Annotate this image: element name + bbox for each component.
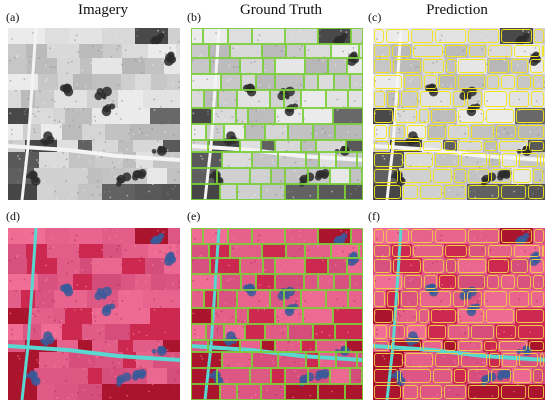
column-title-prediction: Prediction [426,2,488,18]
panel-c-prediction-grayscale [373,28,545,200]
panel-f-prediction-false-color [373,228,545,400]
panel-d-imagery-false-color [8,228,180,400]
panel-a-imagery-grayscale [8,28,180,200]
panel-image [191,28,363,200]
panel-label-c: (c) [368,10,382,24]
panel-label-a: (a) [6,10,20,24]
panel-label-d: (d) [6,209,20,223]
column-title-ground-truth: Ground Truth [239,2,323,18]
column-title-imagery: Imagery [78,2,128,18]
panel-label-f: (f) [368,209,380,223]
panel-label-b: (b) [187,10,201,24]
panel-image [8,28,180,200]
panel-e-ground-truth-false-color [191,228,363,400]
panel-image [191,228,363,400]
panel-b-ground-truth-grayscale [191,28,363,200]
panel-image [373,228,545,400]
panel-image [373,28,545,200]
panel-image [8,228,180,400]
panel-label-e: (e) [187,209,201,223]
